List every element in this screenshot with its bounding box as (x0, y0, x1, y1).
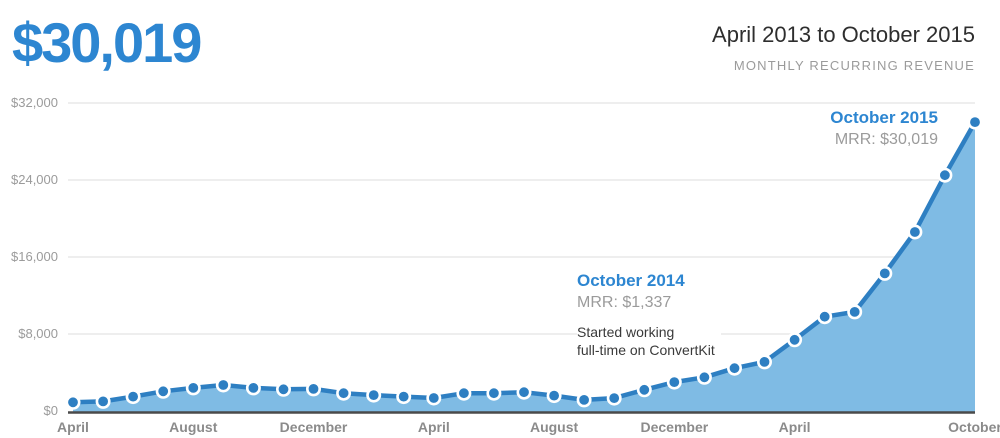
annotation-2015-mrr: MRR: $30,019 (834, 131, 938, 148)
y-axis-tick-label: $0 (43, 403, 58, 418)
data-point[interactable] (847, 304, 863, 320)
data-point[interactable] (696, 369, 712, 385)
date-range-title: April 2013 to October 2015 (712, 22, 975, 47)
data-point[interactable] (396, 389, 412, 405)
data-point[interactable] (787, 332, 803, 348)
data-point[interactable] (606, 390, 622, 406)
x-axis-tick-label: August (169, 419, 218, 435)
data-point[interactable] (486, 385, 502, 401)
data-point[interactable] (305, 381, 321, 397)
data-point[interactable] (426, 390, 442, 406)
annotation-2014-mrr: MRR: $1,337 (577, 294, 672, 311)
data-point[interactable] (275, 381, 291, 397)
data-point[interactable] (185, 380, 201, 396)
data-point[interactable] (967, 114, 983, 130)
data-point[interactable] (726, 360, 742, 376)
x-axis-tick-label: December (640, 419, 709, 435)
data-point[interactable] (215, 377, 231, 393)
annotation-2014-title: October 2014 (577, 271, 685, 290)
annotation-2015-title: October 2015 (830, 108, 938, 127)
x-axis-tick-label: October (948, 419, 1000, 435)
annotation-2014-note-line2: full-time on ConvertKit (577, 342, 715, 358)
data-point[interactable] (125, 389, 141, 405)
y-axis-tick-label: $24,000 (11, 172, 58, 187)
data-point[interactable] (636, 382, 652, 398)
mrr-headline-value: $30,019 (12, 11, 202, 74)
y-axis-tick-label: $32,000 (11, 95, 58, 110)
x-axis-tick-label: December (279, 419, 348, 435)
annotation-october-2015: October 2015 MRR: $30,019 (830, 108, 938, 150)
data-point[interactable] (245, 380, 261, 396)
data-point[interactable] (155, 383, 171, 399)
data-point[interactable] (877, 265, 893, 281)
data-point[interactable] (336, 385, 352, 401)
mrr-area (73, 122, 975, 413)
chart-subtitle: MONTHLY RECURRING REVENUE (733, 58, 975, 73)
data-point[interactable] (366, 387, 382, 403)
annotation-october-2014: October 2014 MRR: $1,337 Started working… (577, 271, 721, 361)
data-point[interactable] (95, 393, 111, 409)
annotation-2014-note-line1: Started working (577, 324, 675, 340)
x-axis-tick-label: April (417, 419, 450, 435)
data-point[interactable] (756, 354, 772, 370)
data-point[interactable] (576, 392, 592, 408)
data-point[interactable] (907, 224, 923, 240)
data-point[interactable] (937, 167, 953, 183)
data-point[interactable] (65, 394, 81, 410)
x-axis-tick-label: April (778, 419, 811, 435)
data-point[interactable] (666, 374, 682, 390)
data-point[interactable] (456, 385, 472, 401)
y-axis-tick-label: $16,000 (11, 249, 58, 264)
data-point[interactable] (516, 384, 532, 400)
x-axis-tick-label: August (529, 419, 579, 435)
y-axis-tick-label: $8,000 (18, 326, 58, 341)
annotation-2014-note: Started working full-time on ConvertKit (577, 323, 715, 359)
x-axis-tick-label: April (57, 419, 89, 435)
data-point[interactable] (546, 388, 562, 404)
data-point[interactable] (817, 309, 833, 325)
